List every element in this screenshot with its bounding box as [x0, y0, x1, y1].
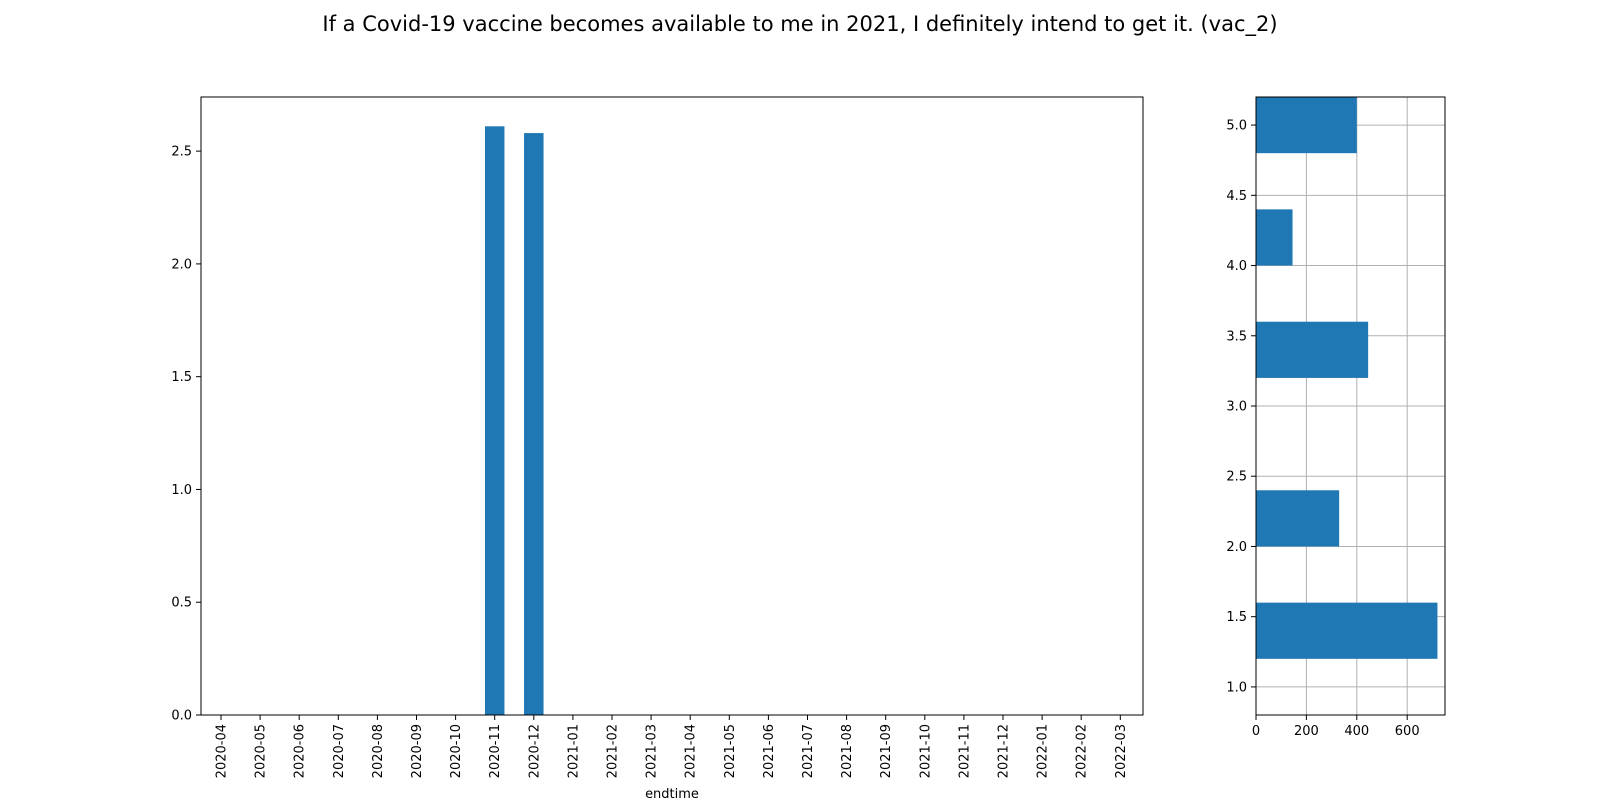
x-tick-label: 2021-08: [840, 724, 855, 778]
x-tick-label: 2021-06: [762, 724, 777, 778]
main-y-axis: 0.0 0.5 1.0 1.5 2.0 2.5: [171, 145, 201, 724]
x-tick-label: 2021-01: [566, 724, 581, 778]
x-tick-label: 2020-11: [488, 724, 503, 778]
main-bar-chart: 0.0 0.5 1.0 1.5 2.0 2.5 2020-04 2020-05 2020-06…: [171, 96, 1144, 800]
x-tick-label: 2020-06: [293, 724, 308, 778]
side-x-axis: 0 200 400 600: [1252, 715, 1420, 739]
y-tick-label: 1.0: [171, 483, 192, 498]
side-histogram: 1.0 1.5 2.0 2.5 3.0 3.5 4.0 4.5 5.0 0 200 400 600: [1226, 96, 1446, 739]
x-tick-label: 2020-09: [410, 724, 425, 778]
y-tick-label: 1.0: [1226, 680, 1247, 695]
x-tick-label: 2020-08: [371, 724, 386, 778]
main-x-axis: 2020-04 2020-05 2020-06 2020-07 2020-08 2020-…: [215, 715, 1129, 778]
main-bars: [484, 126, 544, 715]
y-tick-label: 4.5: [1226, 189, 1247, 204]
x-tick-label: 2020-12: [527, 724, 542, 778]
x-tick-label: 2021-05: [723, 724, 738, 778]
x-tick-label: 2022-01: [1036, 724, 1051, 778]
x-tick-label: 400: [1344, 724, 1369, 739]
x-tick-label: 2020-04: [215, 724, 230, 778]
bar-2020-11: [484, 126, 505, 715]
hist-bar-5: [1256, 97, 1357, 154]
x-tick-label: 2022-03: [1114, 724, 1129, 778]
hist-bar-3: [1256, 321, 1369, 378]
y-tick-label: 5.0: [1226, 119, 1247, 134]
x-tick-label: 2021-09: [879, 724, 894, 778]
bar-2020-12: [524, 133, 544, 715]
hist-bar-1: [1256, 602, 1438, 659]
x-tick-label: 2020-05: [254, 724, 269, 778]
hist-bar-4: [1256, 209, 1293, 266]
y-tick-label: 4.0: [1226, 259, 1247, 274]
y-tick-label: 2.5: [1226, 470, 1247, 485]
y-tick-label: 3.0: [1226, 400, 1247, 415]
x-tick-label: 2021-03: [645, 724, 660, 778]
x-tick-label: 2021-07: [801, 724, 816, 778]
hist-bar-2: [1256, 490, 1340, 547]
x-tick-label: 600: [1395, 724, 1420, 739]
y-tick-label: 0.5: [171, 596, 192, 611]
x-tick-label: 2020-07: [332, 724, 347, 778]
side-y-axis: 1.0 1.5 2.0 2.5 3.0 3.5 4.0 4.5 5.0: [1226, 119, 1256, 695]
x-tick-label: 0: [1252, 724, 1260, 739]
side-bars: [1256, 97, 1438, 659]
y-tick-label: 2.5: [171, 145, 192, 160]
y-tick-label: 0.0: [171, 709, 192, 724]
main-plot-frame: [200, 96, 1144, 716]
x-tick-label: 200: [1294, 724, 1319, 739]
x-tick-label: 2021-10: [918, 724, 933, 778]
y-tick-label: 3.5: [1226, 329, 1247, 344]
x-tick-label: 2021-02: [606, 724, 621, 778]
y-tick-label: 1.5: [1226, 610, 1247, 625]
chart-title: If a Covid-19 vaccine becomes available …: [322, 12, 1277, 37]
x-tick-label: 2022-02: [1075, 724, 1090, 778]
y-tick-label: 2.0: [1226, 540, 1247, 555]
x-tick-label: 2021-11: [957, 724, 972, 778]
x-tick-label: 2021-04: [684, 724, 699, 778]
x-axis-label: endtime: [645, 787, 699, 800]
y-tick-label: 2.0: [171, 257, 192, 272]
x-tick-label: 2020-10: [449, 724, 464, 778]
y-tick-label: 1.5: [171, 370, 192, 385]
x-tick-label: 2021-12: [997, 724, 1012, 778]
